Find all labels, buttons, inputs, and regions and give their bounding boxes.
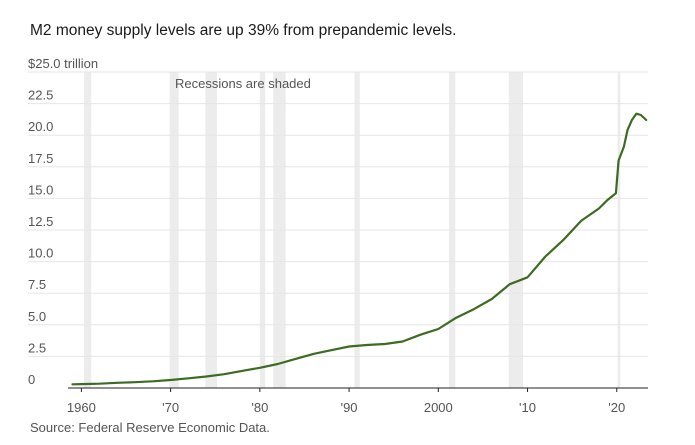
y-tick-label-0: 0 <box>28 372 35 387</box>
y-tick-label-3: 7.5 <box>28 277 46 292</box>
y-tick-label-1: 2.5 <box>28 340 46 355</box>
x-tick-label-1: '70 <box>162 400 179 415</box>
x-tick-label-2: '80 <box>251 400 268 415</box>
chart-title: M2 money supply levels are up 39% from p… <box>30 22 457 39</box>
series-line-m2 <box>71 112 648 386</box>
x-tick-label-5: '10 <box>519 400 536 415</box>
x-tick-label-6: '20 <box>608 400 625 415</box>
y-tick-label-5: 12.5 <box>28 214 53 229</box>
y-tick-label-2: 5.0 <box>28 309 46 324</box>
y-tick-label-7: 17.5 <box>28 151 53 166</box>
y-tick-labels: 0 2.5 5.0 7.5 10.0 12.5 15.0 17.5 20.0 22.5 $25.0 … <box>28 56 98 387</box>
y-tick-label-10: $25.0 trillion <box>28 56 98 71</box>
recession-annotation: Recessions are shaded <box>175 76 311 91</box>
y-tick-label-8: 20.0 <box>28 119 53 134</box>
x-tick-labels: 1960 '70 '80 '90 2000 '10 '20 <box>67 388 625 415</box>
source-note: Source: Federal Reserve Economic Data. <box>30 420 270 435</box>
y-tick-label-4: 10.0 <box>28 246 53 261</box>
x-tick-label-4: 2000 <box>424 400 453 415</box>
y-tick-label-9: 22.5 <box>28 88 53 103</box>
y-tick-label-6: 15.0 <box>28 182 53 197</box>
y-gridlines <box>28 71 648 357</box>
x-tick-label-0: 1960 <box>67 400 96 415</box>
x-tick-label-3: '90 <box>341 400 358 415</box>
